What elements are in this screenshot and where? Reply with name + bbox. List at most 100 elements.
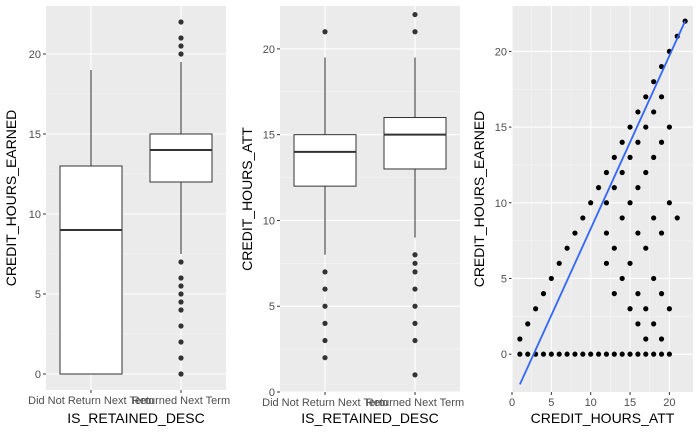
outlier-point [178, 283, 184, 289]
scatter-point [619, 139, 625, 145]
scatter-point [525, 351, 531, 357]
x-tick-label: Did Not Return Next Term [262, 397, 388, 409]
outlier-point [322, 269, 328, 275]
scatter-point [603, 200, 610, 206]
scatter-point [643, 245, 649, 251]
scatter-point [540, 351, 547, 357]
scatter-point [643, 94, 649, 100]
outlier-point [412, 252, 418, 258]
scatter-point [651, 351, 657, 357]
scatter-point [564, 245, 570, 251]
y-tick-label: 5 [269, 301, 275, 313]
outlier-point [178, 19, 184, 25]
scatter-point [595, 185, 602, 191]
scatter-point [580, 351, 586, 357]
scatter-point [627, 306, 633, 312]
outlier-point [412, 260, 418, 266]
box [293, 134, 357, 187]
outlier-point [412, 286, 418, 292]
outlier-point [178, 51, 184, 57]
scatter-point [674, 215, 680, 221]
scatter-point [603, 260, 610, 266]
x-tick-label: 5 [548, 397, 554, 409]
outlier-point [322, 286, 328, 292]
scatter-point [658, 291, 665, 297]
x-tick-label: Returned Next Term [132, 395, 230, 407]
scatter-point [635, 351, 641, 357]
outlier-point [178, 339, 184, 345]
x-axis-title: IS_RETAINED_DESC [301, 410, 438, 426]
scatter-point [651, 321, 657, 327]
scatter-point [533, 306, 539, 312]
y-tick-label: 0 [269, 387, 275, 399]
y-tick-label: 10 [29, 209, 41, 221]
scatter-point [666, 306, 672, 312]
scatter-point [627, 351, 633, 357]
box [59, 165, 123, 375]
y-tick-label: 15 [29, 129, 41, 141]
scatter-point [564, 351, 570, 357]
scatter-point [627, 200, 633, 206]
x-tick-label: 20 [663, 397, 675, 409]
scatter-point [643, 306, 649, 312]
outlier-point [178, 259, 184, 265]
outlier-point [178, 35, 184, 41]
scatter-point [651, 215, 657, 221]
box [149, 133, 213, 183]
scatter-point [556, 260, 562, 266]
scatter-point [595, 351, 602, 357]
panel-background [280, 6, 460, 392]
outlier-point [178, 355, 184, 361]
scatter-point [588, 200, 594, 206]
y-tick-label: 5 [35, 289, 41, 301]
outlier-point [178, 299, 184, 305]
scatter-point [611, 351, 617, 357]
scatter-point [572, 351, 578, 357]
scatter-point [603, 351, 610, 357]
outlier-point [412, 303, 418, 309]
scatter-point [611, 185, 617, 191]
outlier-point [322, 303, 328, 309]
scatter-point [658, 351, 665, 357]
scatter-point [619, 215, 625, 221]
outlier-point [412, 337, 418, 344]
scatter-point [627, 154, 633, 160]
scatter-point [635, 291, 641, 297]
scatter-point [627, 124, 633, 130]
scatter-point [658, 139, 665, 145]
scatter-point [588, 351, 594, 357]
scatter-point [517, 336, 523, 342]
scatter-point [556, 351, 562, 357]
scatter-point [611, 154, 617, 160]
box [383, 117, 447, 170]
scatter-point [619, 169, 625, 176]
outlier-point [178, 275, 184, 281]
y-tick-label: 10 [495, 198, 507, 210]
scatter-point [635, 321, 641, 327]
scatter-point [627, 260, 633, 266]
scatter-point [611, 291, 617, 297]
scatter-point [540, 291, 547, 297]
outlier-point [412, 269, 418, 275]
outlier-point [178, 307, 184, 313]
outlier-point [412, 320, 418, 326]
y-tick-label: 10 [263, 215, 275, 227]
x-tick-label: Returned Next Term [366, 397, 464, 409]
scatter-point [619, 275, 625, 282]
outlier-point [178, 291, 184, 297]
y-tick-label: 5 [501, 273, 507, 285]
outlier-point [178, 43, 184, 49]
outlier-point [322, 29, 328, 35]
scatter-point [603, 169, 610, 176]
scatter-point [548, 275, 554, 282]
scatter-point [635, 185, 641, 191]
scatter-point [548, 351, 554, 357]
scatter-point [572, 230, 578, 236]
scatter-point [635, 230, 641, 236]
scatter-point [658, 230, 665, 236]
scatter-point [643, 336, 649, 342]
y-tick-label: 20 [263, 44, 275, 56]
outlier-point [412, 29, 418, 35]
y-axis-title: CREDIT_HOURS_EARNED [471, 111, 487, 288]
